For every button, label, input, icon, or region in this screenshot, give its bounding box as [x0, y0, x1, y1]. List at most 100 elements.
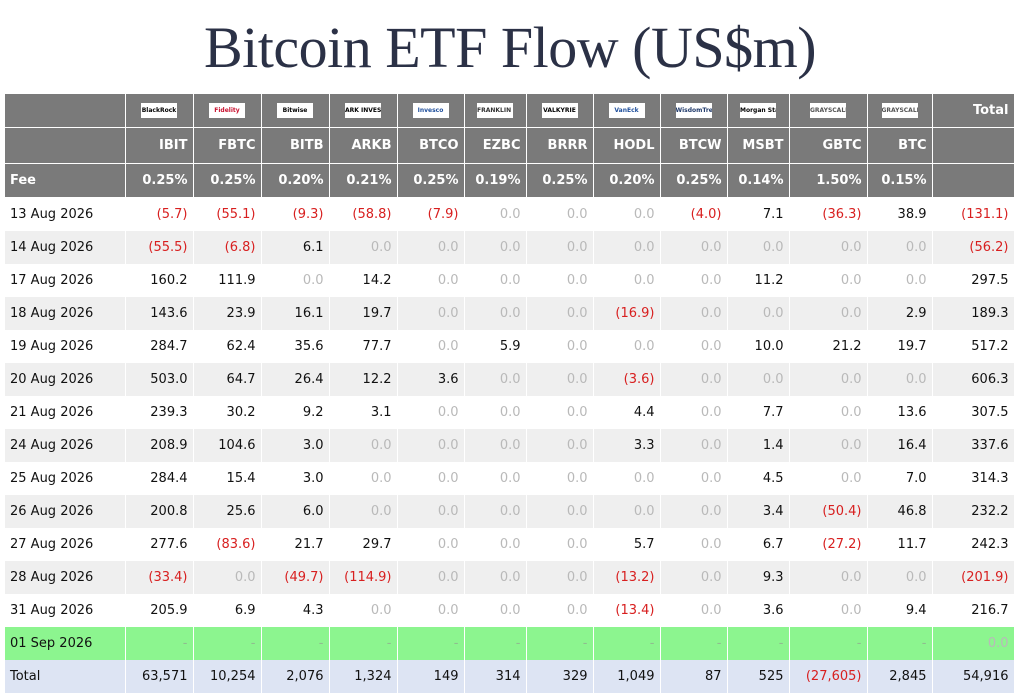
flow-cell: 3.4 — [727, 495, 790, 528]
flow-cell: - — [867, 627, 933, 660]
flow-cell: 0.0 — [397, 561, 465, 594]
total-cell: 2,845 — [867, 660, 933, 693]
fee-cell: 0.21% — [329, 163, 398, 198]
logo-cell-msbt: Morgan Stanley — [727, 94, 790, 128]
flow-cell: 0.0 — [526, 528, 594, 561]
flow-cell: - — [789, 627, 868, 660]
flow-cell: 13.6 — [867, 396, 933, 429]
logo-cell-ezbc: FRANKLIN TEMPLETON — [464, 94, 527, 128]
date-cell: 20 Aug 2026 — [5, 363, 126, 396]
ticker-gbtc: GBTC — [789, 127, 868, 164]
flow-cell: 0.0 — [867, 363, 933, 396]
fee-cell: 0.25% — [125, 163, 194, 198]
flow-cell: 0.0 — [593, 495, 661, 528]
ticker-fbtc: FBTC — [193, 127, 262, 164]
flow-cell: 64.7 — [193, 363, 262, 396]
flow-cell: 14.2 — [329, 264, 398, 297]
flow-cell: 0.0 — [464, 429, 527, 462]
etf-flow-table: BlackRock Fidelity Bitwise ARK INVEST Invesc… — [5, 94, 1015, 693]
flow-cell: 7.1 — [727, 197, 790, 231]
flow-cell: 3.6 — [727, 594, 790, 627]
flow-cell: 0.0 — [593, 264, 661, 297]
flow-cell: 21.2 — [789, 330, 868, 363]
flow-cell: 160.2 — [125, 264, 194, 297]
flow-cell: 9.4 — [867, 594, 933, 627]
flow-cell: 239.3 — [125, 396, 194, 429]
ticker-header-total-blank — [932, 127, 1015, 164]
fee-cell: 0.15% — [867, 163, 933, 198]
flow-cell: 0.0 — [660, 297, 728, 330]
flow-cell: 200.8 — [125, 495, 194, 528]
flow-cell: - — [593, 627, 661, 660]
flow-cell: (36.3) — [789, 197, 868, 231]
flow-cell: 12.2 — [329, 363, 398, 396]
flow-cell: (27.2) — [789, 528, 868, 561]
flow-cell: 3.1 — [329, 396, 398, 429]
flow-cell: - — [329, 627, 398, 660]
row-total-cell: 337.6 — [932, 429, 1015, 462]
fidelity-icon: Fidelity — [209, 103, 245, 118]
ark-invest-icon: ARK INVEST — [345, 103, 381, 118]
fee-cell: 0.25% — [660, 163, 728, 198]
table-row: 18 Aug 2026 143.6 23.9 16.1 19.7 0.0 0.0 0.0 (16… — [5, 297, 1015, 330]
logo-cell-fbtc: Fidelity — [193, 94, 262, 128]
flow-cell: 0.0 — [464, 297, 527, 330]
flow-cell: 0.0 — [660, 462, 728, 495]
bitwise-icon: Bitwise — [277, 103, 313, 118]
flow-cell: 21.7 — [261, 528, 330, 561]
table-row: 27 Aug 2026 277.6 (83.6) 21.7 29.7 0.0 0.0 0.0 5… — [5, 528, 1015, 561]
flow-cell: 0.0 — [526, 197, 594, 231]
flow-cell: 0.0 — [660, 495, 728, 528]
flow-cell: 0.0 — [526, 594, 594, 627]
flow-cell: (6.8) — [193, 231, 262, 264]
fee-cell: 0.20% — [261, 163, 330, 198]
flow-cell: 0.0 — [789, 594, 868, 627]
total-cell: 329 — [526, 660, 594, 693]
table-row: 28 Aug 2026 (33.4) 0.0 (49.7) (114.9) 0.0 0.0 0… — [5, 561, 1015, 594]
flow-cell: 0.0 — [526, 297, 594, 330]
fee-cell: 0.25% — [397, 163, 465, 198]
flow-cell: (55.1) — [193, 197, 262, 231]
flow-cell: 6.7 — [727, 528, 790, 561]
logo-cell-arkb: ARK INVEST — [329, 94, 398, 128]
page-title: Bitcoin ETF Flow (US$m) — [203, 14, 817, 80]
flow-cell: (7.9) — [397, 197, 465, 231]
flow-cell: - — [193, 627, 262, 660]
grayscale-icon: GRAYSCALE — [810, 103, 846, 118]
flow-cell: 0.0 — [660, 561, 728, 594]
flow-cell: 4.3 — [261, 594, 330, 627]
flow-cell: 284.4 — [125, 462, 194, 495]
fee-cell: 0.20% — [593, 163, 661, 198]
table-row: 31 Aug 2026 205.9 6.9 4.3 0.0 0.0 0.0 0.0 (13.4)… — [5, 594, 1015, 627]
flow-cell: 0.0 — [464, 197, 527, 231]
flow-cell: - — [526, 627, 594, 660]
date-cell: 24 Aug 2026 — [5, 429, 126, 462]
flow-cell: 0.0 — [593, 462, 661, 495]
flow-cell: - — [261, 627, 330, 660]
date-cell: 14 Aug 2026 — [5, 231, 126, 264]
flow-cell: 3.6 — [397, 363, 465, 396]
flow-cell: (83.6) — [193, 528, 262, 561]
total-cell: 1,049 — [593, 660, 661, 693]
flow-cell: 6.9 — [193, 594, 262, 627]
flow-cell: 0.0 — [593, 231, 661, 264]
flow-cell: 208.9 — [125, 429, 194, 462]
total-cell: 314 — [464, 660, 527, 693]
flow-cell: 6.1 — [261, 231, 330, 264]
total-column-header: Total — [932, 94, 1015, 128]
total-row: Total 63,571 10,254 2,076 1,324 149 314 329 1,04… — [5, 660, 1015, 693]
grayscale-icon: GRAYSCALE — [881, 103, 918, 118]
ticker-msbt: MSBT — [727, 127, 790, 164]
flow-cell: 0.0 — [526, 561, 594, 594]
flow-cell: 0.0 — [789, 462, 868, 495]
row-total-cell: (56.2) — [932, 231, 1015, 264]
total-cell: 525 — [727, 660, 790, 693]
ticker-ibit: IBIT — [125, 127, 194, 164]
flow-cell: 0.0 — [526, 462, 594, 495]
logo-cell-btcw: WisdomTree — [660, 94, 728, 128]
flow-cell: (55.5) — [125, 231, 194, 264]
total-cell: (27,605) — [789, 660, 868, 693]
total-cell: 63,571 — [125, 660, 194, 693]
ticker-arkb: ARKB — [329, 127, 398, 164]
flow-cell: (50.4) — [789, 495, 868, 528]
